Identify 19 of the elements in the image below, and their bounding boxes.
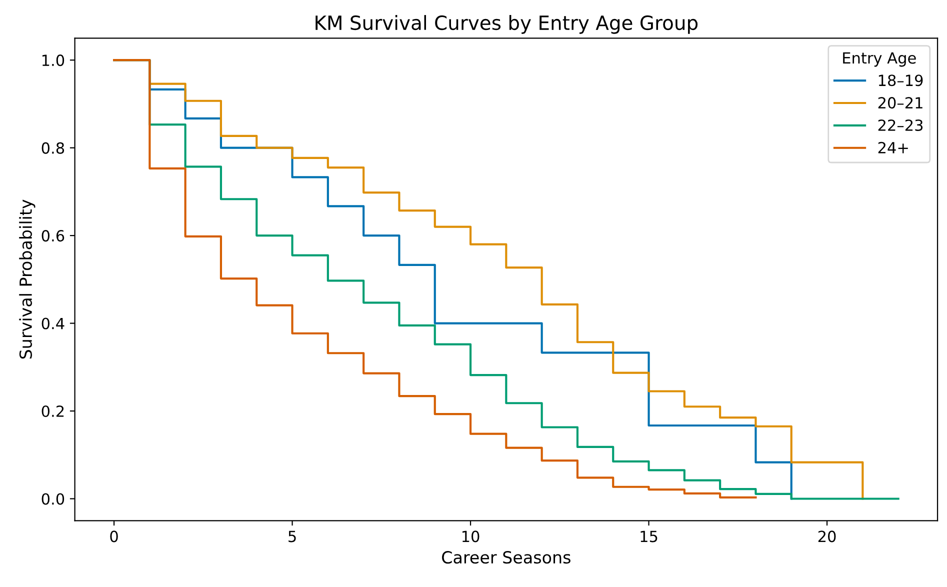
legend-label: 18–19 (878, 74, 923, 86)
x-tick-label: 15 (640, 530, 658, 542)
x-tick-label: 0 (110, 530, 118, 542)
x-tick-label: 5 (288, 530, 296, 542)
y-axis-title: Survival Probability (19, 200, 36, 359)
y-tick-label: 0.0 (42, 493, 64, 505)
x-axis-title: Career Seasons (442, 551, 570, 564)
y-tick-label: 0.8 (42, 142, 64, 154)
legend-label: 24+ (878, 142, 908, 154)
x-tick-label: 20 (818, 530, 836, 542)
legend-label: 22–23 (878, 119, 923, 132)
x-tick-label: 10 (462, 530, 480, 542)
y-tick-label: 0.2 (42, 405, 64, 418)
y-tick-label: 0.6 (42, 230, 64, 242)
y-tick-label: 1.0 (42, 54, 64, 66)
y-tick-label: 0.4 (42, 318, 64, 330)
legend-title: Entry Age (843, 52, 916, 67)
chart-title: KM Survival Curves by Entry Age Group (316, 15, 698, 34)
legend-label: 20–21 (878, 97, 922, 109)
